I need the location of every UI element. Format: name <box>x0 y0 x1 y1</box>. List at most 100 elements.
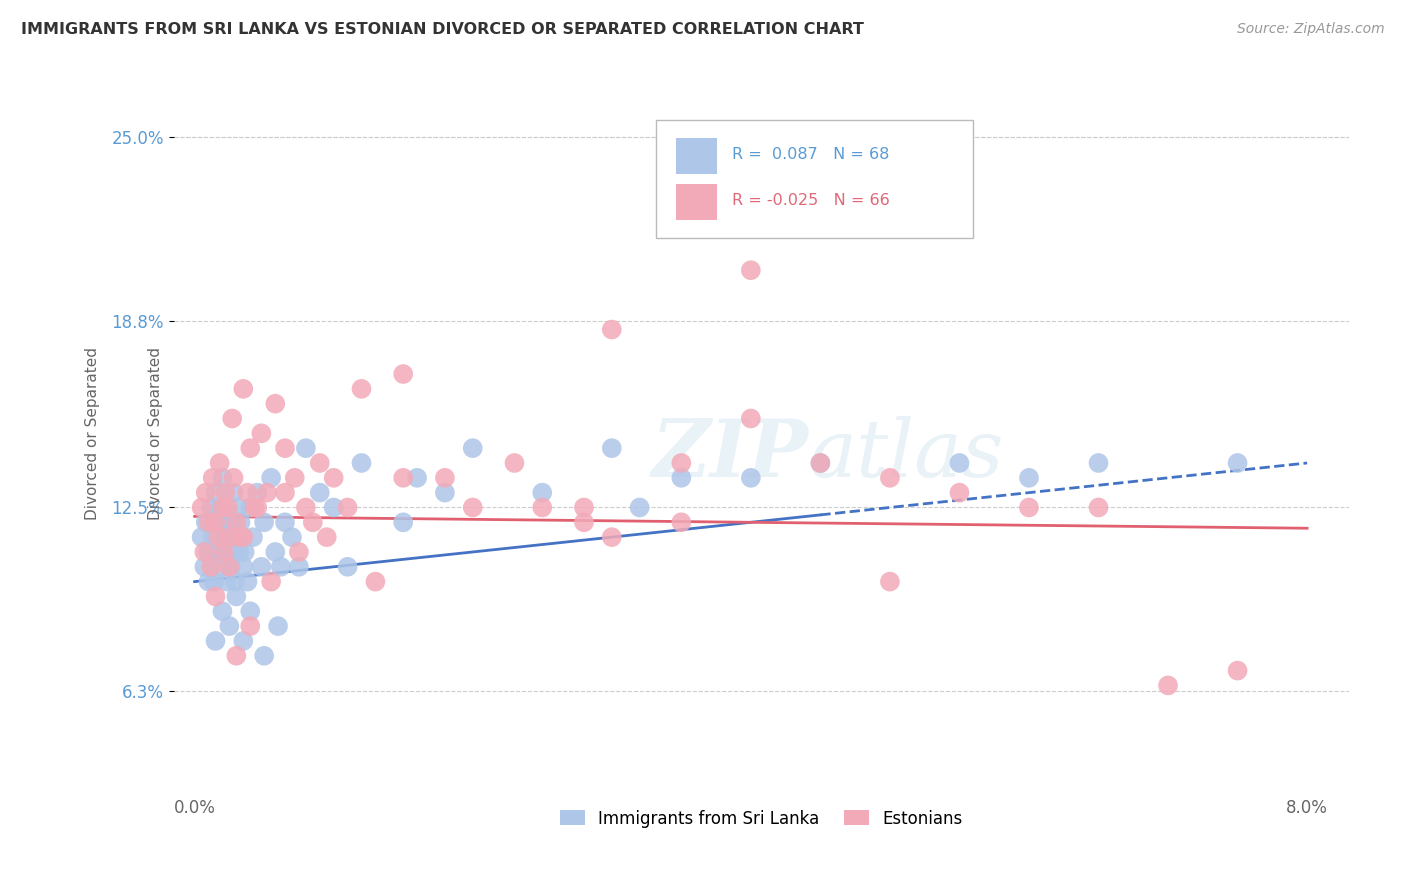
Point <box>301 516 323 530</box>
Point <box>600 441 623 455</box>
Point <box>336 559 359 574</box>
Point <box>315 530 337 544</box>
Point <box>242 530 264 544</box>
Text: Source: ZipAtlas.com: Source: ZipAtlas.com <box>1237 22 1385 37</box>
Point <box>406 471 429 485</box>
Point <box>267 619 290 633</box>
Point <box>228 530 250 544</box>
Point <box>211 471 233 485</box>
Point <box>253 516 276 530</box>
Point <box>239 604 262 618</box>
Text: atlas: atlas <box>808 416 1004 493</box>
Point <box>209 559 232 574</box>
Point <box>204 516 226 530</box>
Point <box>879 471 901 485</box>
Point <box>246 485 269 500</box>
Y-axis label: Divorced or Separated: Divorced or Separated <box>86 347 100 520</box>
Point <box>322 500 344 515</box>
Point <box>295 500 318 515</box>
Point <box>364 574 387 589</box>
Point <box>201 530 224 544</box>
Point <box>250 559 273 574</box>
Point <box>205 516 228 530</box>
Point <box>1087 500 1109 515</box>
Point <box>200 500 222 515</box>
Point <box>260 471 283 485</box>
Point <box>1087 456 1109 470</box>
Point <box>948 485 970 500</box>
Point <box>243 500 266 515</box>
Point <box>461 441 484 455</box>
Legend: Immigrants from Sri Lanka, Estonians: Immigrants from Sri Lanka, Estonians <box>553 803 970 834</box>
Point <box>239 441 262 455</box>
Point <box>1226 664 1249 678</box>
Point <box>1226 456 1249 470</box>
Point <box>232 382 254 396</box>
Point <box>232 559 254 574</box>
Point <box>221 411 243 425</box>
Point <box>211 604 233 618</box>
Point <box>212 545 235 559</box>
Text: R = -0.025   N = 66: R = -0.025 N = 66 <box>733 193 890 208</box>
Point <box>208 500 231 515</box>
Point <box>194 485 217 500</box>
Point <box>233 545 256 559</box>
Point <box>948 456 970 470</box>
Point <box>288 545 311 559</box>
Point <box>308 456 330 470</box>
Point <box>236 485 259 500</box>
Point <box>392 516 415 530</box>
Point <box>253 648 276 663</box>
Point <box>671 471 693 485</box>
Point <box>218 559 240 574</box>
Point <box>336 500 359 515</box>
Point <box>671 516 693 530</box>
Point <box>225 590 247 604</box>
Point <box>740 471 762 485</box>
Point <box>246 500 269 515</box>
Point <box>222 485 245 500</box>
Point <box>392 471 415 485</box>
Point <box>1157 678 1180 692</box>
Point <box>350 456 373 470</box>
Point <box>433 471 456 485</box>
Point <box>600 322 623 336</box>
Point <box>288 559 311 574</box>
Point <box>217 500 239 515</box>
Point <box>239 500 262 515</box>
Point <box>204 634 226 648</box>
Point <box>204 485 226 500</box>
Point <box>201 471 224 485</box>
Point <box>207 530 229 544</box>
Text: ZIP: ZIP <box>651 416 808 493</box>
Point <box>308 485 330 500</box>
Point <box>197 516 219 530</box>
Point <box>228 545 250 559</box>
Point <box>531 500 554 515</box>
Point <box>211 500 233 515</box>
Point <box>226 500 249 515</box>
Point <box>808 456 831 470</box>
Point <box>531 485 554 500</box>
Point <box>671 456 693 470</box>
Point <box>433 485 456 500</box>
Point <box>879 574 901 589</box>
Point <box>218 516 240 530</box>
Point <box>225 648 247 663</box>
Point <box>217 530 239 544</box>
Point <box>392 367 415 381</box>
Point <box>214 485 236 500</box>
Text: R =  0.087   N = 68: R = 0.087 N = 68 <box>733 147 889 161</box>
Point <box>260 574 283 589</box>
Point <box>808 456 831 470</box>
Text: IMMIGRANTS FROM SRI LANKA VS ESTONIAN DIVORCED OR SEPARATED CORRELATION CHART: IMMIGRANTS FROM SRI LANKA VS ESTONIAN DI… <box>21 22 863 37</box>
Point <box>204 590 226 604</box>
Point <box>740 263 762 277</box>
Point <box>190 500 212 515</box>
Point <box>218 619 240 633</box>
Point <box>193 545 215 559</box>
Point <box>461 500 484 515</box>
Point <box>628 500 651 515</box>
Point <box>218 530 240 544</box>
Point <box>1018 500 1040 515</box>
